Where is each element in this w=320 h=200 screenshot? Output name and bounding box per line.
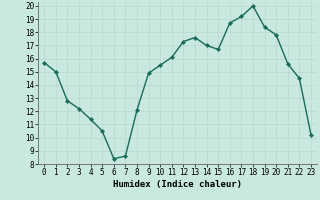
X-axis label: Humidex (Indice chaleur): Humidex (Indice chaleur) <box>113 180 242 189</box>
